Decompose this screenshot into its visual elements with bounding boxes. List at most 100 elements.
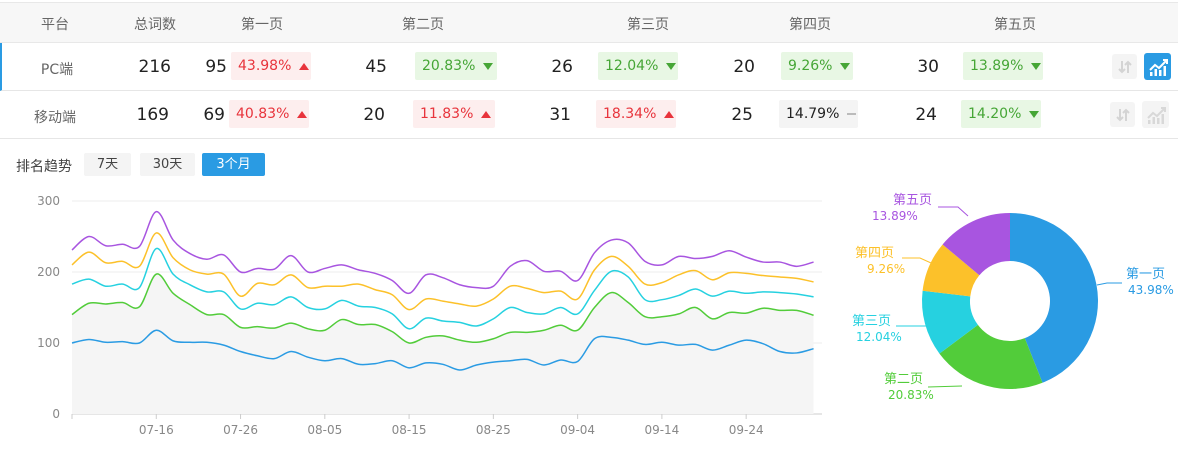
page-count: 25: [731, 105, 753, 125]
percent-value: 18.34%: [603, 106, 657, 122]
percent-value: 12.04%: [605, 58, 659, 74]
area-fill: [72, 273, 814, 414]
percent-value: 11.83%: [420, 106, 474, 122]
pie-leader-line: [927, 385, 963, 388]
percent-badge: 18.34%: [596, 100, 676, 128]
page-count: 20: [363, 105, 385, 125]
percent-badge: 20.83%: [415, 52, 497, 80]
sort-icon: [1115, 108, 1130, 121]
percent-badge: 11.83%: [413, 100, 495, 128]
trend-chart-button[interactable]: [1142, 101, 1169, 128]
pie-label-name: 第四页: [855, 246, 894, 261]
pie-label-value: 13.89%: [872, 209, 918, 223]
range-30d-button[interactable]: 30天: [140, 153, 195, 176]
trend-up-icon: [297, 110, 308, 118]
x-tick-label: 09-04: [560, 423, 595, 437]
pie-slice[interactable]: [1010, 213, 1099, 383]
sort-button[interactable]: [1110, 102, 1135, 127]
pie-label-value: 20.83%: [888, 388, 934, 402]
range-7d-button[interactable]: 7天: [84, 153, 131, 176]
page-count: 31: [549, 105, 571, 125]
pie-slice[interactable]: [922, 290, 978, 354]
column-header: 平台: [41, 17, 69, 33]
pie-label-name: 第二页: [884, 372, 923, 387]
table-row[interactable]: PC端 216 95 43.98% 45 20.83% 26 12.04% 20 9.2…: [0, 43, 1178, 91]
table-header: [0, 2, 1178, 43]
percent-value: 14.79%: [786, 106, 840, 122]
sort-button[interactable]: [1112, 54, 1137, 79]
percent-value: 40.83%: [236, 106, 290, 122]
pie-slice[interactable]: [942, 213, 1010, 276]
trend-chart-icon: [1146, 106, 1166, 124]
x-tick-label: 08-15: [392, 423, 427, 437]
percent-badge: 43.98%: [231, 52, 311, 80]
x-tick-label: 07-26: [223, 423, 258, 437]
page-count: 20: [733, 57, 755, 77]
pie-leader-line: [938, 206, 969, 217]
y-tick-label: 200: [37, 265, 60, 279]
pie-leader-line: [896, 319, 943, 327]
pie-label-name: 第五页: [893, 193, 932, 208]
x-tick-label: 09-14: [644, 423, 679, 437]
series-line-4: [71, 232, 814, 311]
trend-down-icon: [483, 62, 494, 70]
pie-label-value: 12.04%: [856, 330, 902, 344]
pie-slice[interactable]: [939, 324, 1043, 389]
percent-value: 20.83%: [422, 58, 476, 74]
page-count: 45: [365, 57, 387, 77]
trend-down-icon: [1031, 62, 1042, 70]
page-count: 24: [915, 105, 937, 125]
series-line-1: [71, 329, 814, 371]
percent-value: 13.89%: [970, 58, 1024, 74]
percent-badge: 12.04%: [598, 52, 678, 80]
column-header: 第二页: [402, 17, 444, 33]
x-tick-label: 08-25: [476, 423, 511, 437]
percent-badge: 40.83%: [229, 100, 309, 128]
table-row[interactable]: 移动端 169 69 40.83% 20 11.83% 31 18.34% 25 14.…: [0, 91, 1178, 139]
trend-up-icon: [481, 110, 492, 118]
column-header: 第三页: [627, 17, 669, 33]
y-tick-label: 100: [37, 336, 60, 350]
x-tick-label: 07-16: [139, 423, 174, 437]
x-tick-label: 08-05: [307, 423, 342, 437]
series-line-3: [71, 247, 814, 330]
series-line-5: [71, 210, 814, 295]
platform-name: PC端: [40, 62, 74, 78]
page-count: 30: [917, 57, 939, 77]
pie-label-value: 9.26%: [867, 262, 905, 276]
trend-up-icon: [664, 110, 675, 118]
trend-chart-button[interactable]: [1144, 53, 1171, 80]
percent-badge: 13.89%: [963, 52, 1043, 80]
column-header: 第四页: [789, 17, 831, 33]
range-3m-button[interactable]: 3个月: [202, 153, 265, 176]
platform-name: 移动端: [34, 110, 76, 126]
percent-badge: 9.26%: [781, 52, 853, 80]
sort-icon: [1117, 60, 1132, 73]
page-count: 95: [205, 57, 227, 77]
percent-value: 43.98%: [238, 58, 292, 74]
y-tick-label: 300: [37, 194, 60, 208]
column-header: 第一页: [241, 17, 283, 33]
page-count: 69: [203, 105, 225, 125]
percent-badge: 14.20%: [961, 100, 1041, 128]
pie-label-name: 第三页: [852, 314, 891, 329]
trend-down-icon: [1029, 110, 1040, 118]
pie-slice[interactable]: [922, 244, 980, 297]
percent-badge: 14.79%: [779, 100, 858, 128]
trend-down-icon: [840, 62, 851, 70]
page-count: 26: [551, 57, 573, 77]
pie-leader-line: [1096, 282, 1122, 286]
trend-flat-icon: [847, 113, 857, 115]
trend-chart-icon: [1148, 58, 1168, 76]
pie-label-name: 第一页: [1126, 267, 1165, 282]
percent-value: 9.26%: [788, 58, 833, 74]
pie-label-value: 43.98%: [1128, 283, 1174, 297]
total-count: 169: [136, 105, 169, 125]
total-count: 216: [138, 57, 171, 77]
trend-down-icon: [666, 62, 677, 70]
x-tick-label: 09-24: [729, 423, 764, 437]
column-header: 总词数: [134, 17, 176, 33]
trend-label: 排名趋势: [16, 159, 72, 175]
trend-up-icon: [299, 62, 310, 70]
